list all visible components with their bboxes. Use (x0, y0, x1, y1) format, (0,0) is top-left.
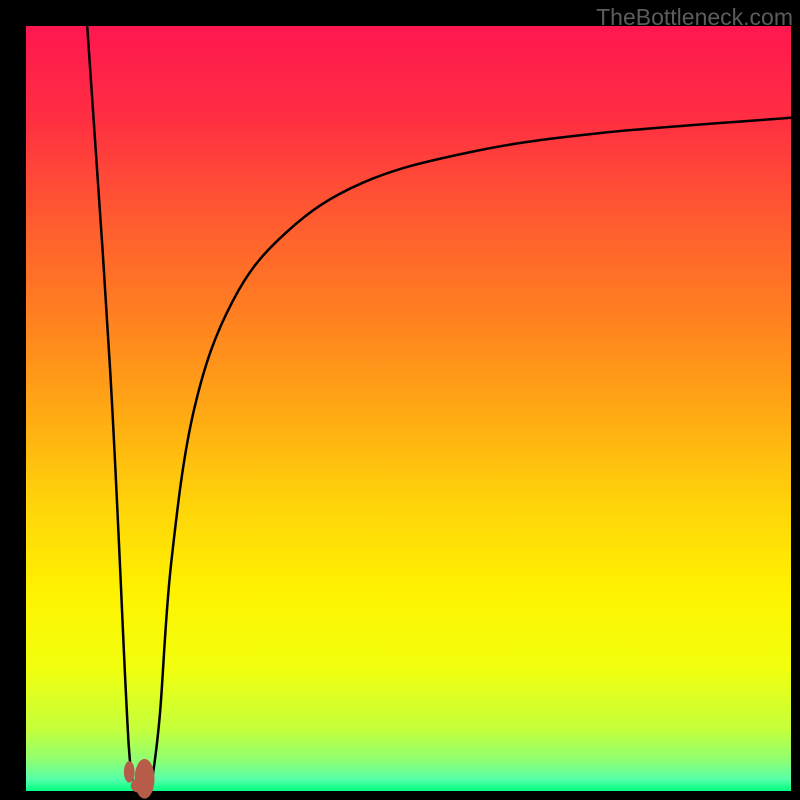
bottleneck-chart-svg (0, 0, 800, 800)
watermark-text: TheBottleneck.com (596, 4, 793, 31)
gradient-field (26, 26, 791, 791)
trough-marker-part (135, 759, 155, 799)
trough-marker-part (124, 761, 135, 782)
chart-root: TheBottleneck.com (0, 0, 800, 800)
trough-marker-part (131, 779, 146, 793)
